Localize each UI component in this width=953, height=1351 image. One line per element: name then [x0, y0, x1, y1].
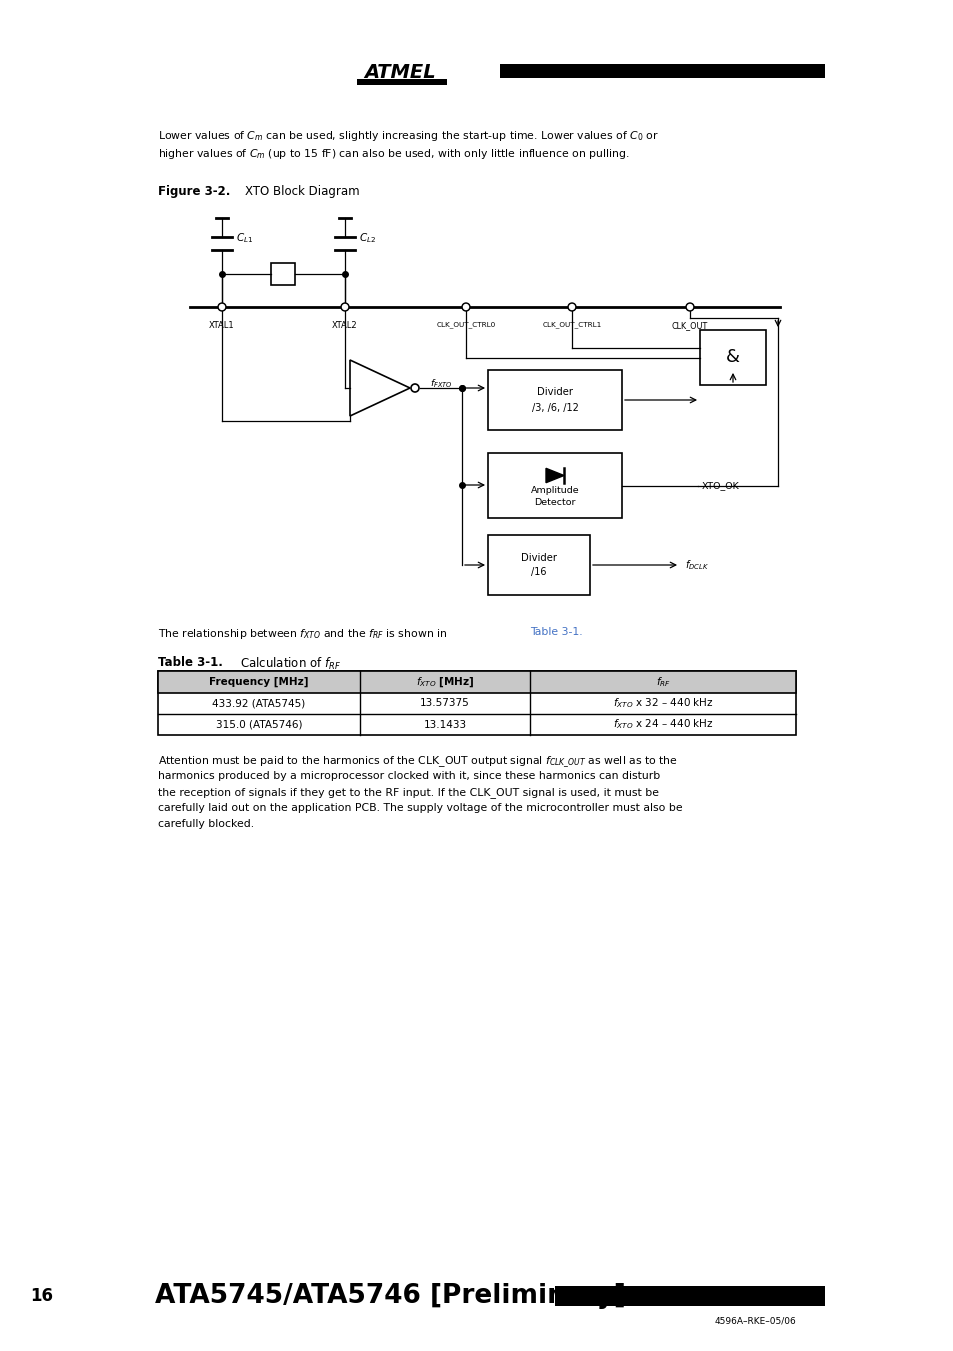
Circle shape: [342, 304, 347, 309]
Text: /3, /6, /12: /3, /6, /12: [531, 403, 578, 413]
Text: Attention must be paid to the harmonics of the CLK_OUT output signal $f_{CLK\_OU: Attention must be paid to the harmonics …: [158, 755, 678, 770]
Text: CLK_OUT: CLK_OUT: [671, 322, 707, 330]
Text: Table 3-1.: Table 3-1.: [530, 627, 582, 638]
Text: $f_{XTO}$ x 32 – 440 kHz: $f_{XTO}$ x 32 – 440 kHz: [612, 697, 713, 711]
Text: XTAL2: XTAL2: [332, 322, 357, 330]
Text: 433.92 (ATA5745): 433.92 (ATA5745): [213, 698, 305, 708]
Circle shape: [687, 304, 692, 309]
Text: ATMEL: ATMEL: [364, 62, 436, 81]
Bar: [271, 263, 294, 285]
Text: Divider: Divider: [537, 386, 573, 397]
Bar: [158, 671, 795, 693]
Text: 16: 16: [30, 1288, 53, 1305]
Bar: [488, 535, 589, 594]
Text: Table 3-1.: Table 3-1.: [158, 657, 223, 669]
Text: higher values of $C_m$ (up to 15 fF) can also be used, with only little influenc: higher values of $C_m$ (up to 15 fF) can…: [158, 147, 629, 161]
Bar: [488, 453, 621, 517]
Text: Amplitude: Amplitude: [530, 486, 578, 494]
Text: Detector: Detector: [534, 499, 576, 507]
Bar: [700, 330, 765, 385]
Text: carefully laid out on the application PCB. The supply voltage of the microcontro: carefully laid out on the application PC…: [158, 802, 682, 813]
Text: Figure 3-2.: Figure 3-2.: [158, 185, 230, 199]
Bar: [488, 370, 621, 430]
Circle shape: [218, 303, 226, 311]
Circle shape: [569, 304, 574, 309]
Text: 13.57375: 13.57375: [419, 698, 470, 708]
Text: carefully blocked.: carefully blocked.: [158, 819, 253, 830]
Circle shape: [219, 304, 224, 309]
Circle shape: [461, 303, 470, 311]
Text: 315.0 (ATA5746): 315.0 (ATA5746): [215, 720, 302, 730]
Text: $f_{DCLK}$: $f_{DCLK}$: [684, 558, 708, 571]
Text: XTO Block Diagram: XTO Block Diagram: [245, 185, 359, 199]
Bar: [555, 1286, 824, 1306]
Text: Divider: Divider: [520, 553, 557, 563]
Text: $f_{RF}$: $f_{RF}$: [655, 676, 670, 689]
Text: $C_{L2}$: $C_{L2}$: [358, 231, 375, 245]
Text: 13.1433: 13.1433: [423, 720, 466, 730]
Text: harmonics produced by a microprocessor clocked with it, since these harmonics ca: harmonics produced by a microprocessor c…: [158, 771, 659, 781]
Text: $f_{XTO}$ [MHz]: $f_{XTO}$ [MHz]: [416, 676, 474, 689]
Circle shape: [567, 303, 576, 311]
Text: CLK_OUT_CTRL0: CLK_OUT_CTRL0: [436, 322, 496, 328]
Bar: [158, 671, 795, 693]
Text: &: &: [725, 349, 740, 366]
Text: the reception of signals if they get to the RF input. If the CLK_OUT signal is u: the reception of signals if they get to …: [158, 788, 659, 798]
Circle shape: [685, 303, 693, 311]
Circle shape: [463, 304, 468, 309]
Text: The relationship between $f_{XTO}$ and the $f_{RF}$ is shown in: The relationship between $f_{XTO}$ and t…: [158, 627, 448, 640]
Text: Lower values of $C_m$ can be used, slightly increasing the start-up time. Lower : Lower values of $C_m$ can be used, sligh…: [158, 128, 659, 143]
Text: XTO_OK: XTO_OK: [701, 481, 739, 490]
Text: XTAL1: XTAL1: [209, 322, 234, 330]
Text: Frequency [MHz]: Frequency [MHz]: [209, 677, 309, 688]
Bar: [158, 671, 795, 735]
Text: ATA5745/ATA5746 [Preliminary]: ATA5745/ATA5746 [Preliminary]: [154, 1283, 625, 1309]
Circle shape: [340, 303, 349, 311]
Text: $f_{XTO}$ x 24 – 440 kHz: $f_{XTO}$ x 24 – 440 kHz: [612, 717, 713, 731]
Text: /16: /16: [531, 567, 546, 577]
Text: 4596A–RKE–05/06: 4596A–RKE–05/06: [714, 1316, 795, 1325]
Text: CLK_OUT_CTRL1: CLK_OUT_CTRL1: [542, 322, 601, 328]
Polygon shape: [350, 359, 410, 416]
Text: $f_{FXTO}$: $f_{FXTO}$: [430, 378, 453, 390]
Bar: [356, 78, 447, 85]
Bar: [499, 63, 824, 78]
Text: Calculation of $f_{RF}$: Calculation of $f_{RF}$: [240, 657, 340, 671]
Text: $C_{L1}$: $C_{L1}$: [235, 231, 253, 245]
Polygon shape: [545, 469, 563, 482]
